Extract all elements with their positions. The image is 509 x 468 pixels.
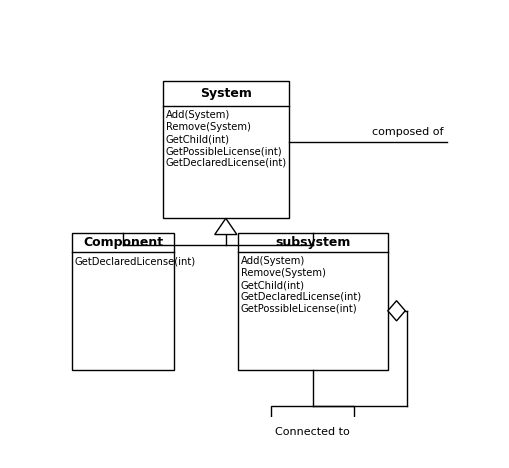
- Text: GetDeclaredLicense(int): GetDeclaredLicense(int): [165, 158, 286, 168]
- Text: Remove(System): Remove(System): [165, 122, 250, 132]
- Polygon shape: [214, 218, 236, 234]
- Text: Remove(System): Remove(System): [240, 268, 325, 278]
- Polygon shape: [387, 301, 405, 321]
- Text: GetPossibleLicense(int): GetPossibleLicense(int): [240, 304, 357, 314]
- Text: GetDeclaredLicense(int): GetDeclaredLicense(int): [75, 256, 195, 266]
- Text: Component: Component: [83, 236, 163, 249]
- Text: Add(System): Add(System): [165, 110, 230, 120]
- Text: GetChild(int): GetChild(int): [165, 134, 229, 144]
- Bar: [162, 81, 289, 218]
- Bar: [237, 233, 387, 370]
- Text: GetDeclaredLicense(int): GetDeclaredLicense(int): [240, 292, 361, 302]
- Text: GetPossibleLicense(int): GetPossibleLicense(int): [165, 146, 282, 156]
- Text: subsystem: subsystem: [274, 236, 350, 249]
- Text: System: System: [200, 87, 251, 100]
- Text: GetChild(int): GetChild(int): [240, 280, 304, 290]
- Bar: [71, 233, 174, 370]
- Text: Connected to: Connected to: [275, 427, 350, 437]
- Text: Add(System): Add(System): [240, 256, 304, 266]
- Text: composed of: composed of: [371, 127, 442, 137]
- Bar: [271, 406, 353, 425]
